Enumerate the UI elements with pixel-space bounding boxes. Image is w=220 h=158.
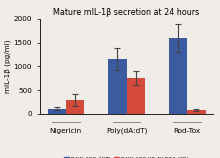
Bar	[187, 110, 205, 114]
Bar	[66, 100, 84, 114]
Bar	[126, 78, 145, 114]
Bar	[48, 109, 66, 114]
Bar	[108, 59, 126, 114]
Bar	[169, 38, 187, 114]
Legend: RAW-ASC (WT), RAW-ASC KO-NLRC4 (KO): RAW-ASC (WT), RAW-ASC KO-NLRC4 (KO)	[62, 155, 191, 158]
Title: Mature mIL-1β secretion at 24 hours: Mature mIL-1β secretion at 24 hours	[53, 8, 200, 17]
Y-axis label: mIL-1β (pg/ml): mIL-1β (pg/ml)	[4, 40, 11, 93]
